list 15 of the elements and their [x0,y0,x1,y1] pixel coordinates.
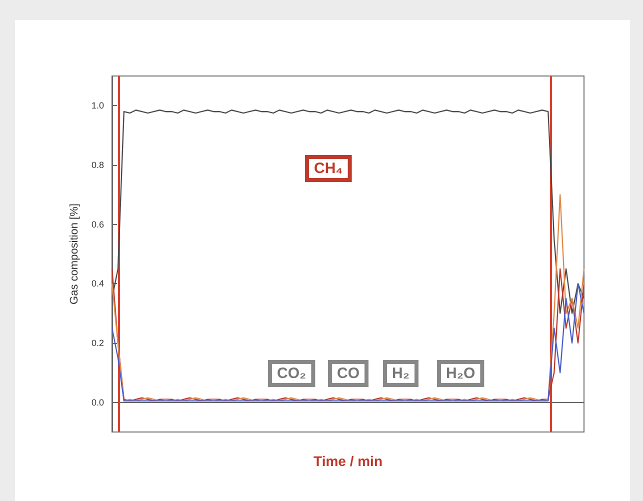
line-series [111,194,585,402]
x-axis-title: Time / min [314,453,382,469]
y-tick-label: 0.0 [91,397,104,408]
y-tick-label: 0.2 [91,338,104,348]
annotation: CH₄ [314,160,343,177]
y-tick-label: 0.8 [91,160,104,170]
annotation: CO₂ [277,365,306,382]
y-tick-label: 1.0 [91,100,104,111]
annotation: H₂ [392,365,410,382]
y-tick-label: 0.4 [91,278,104,289]
line-series [111,110,585,314]
annotation: H₂O [446,365,476,382]
y-tick-label: 0.6 [91,219,104,230]
y-axis-title: Gas composition [%] [68,204,80,304]
annotation: CO [337,365,360,382]
